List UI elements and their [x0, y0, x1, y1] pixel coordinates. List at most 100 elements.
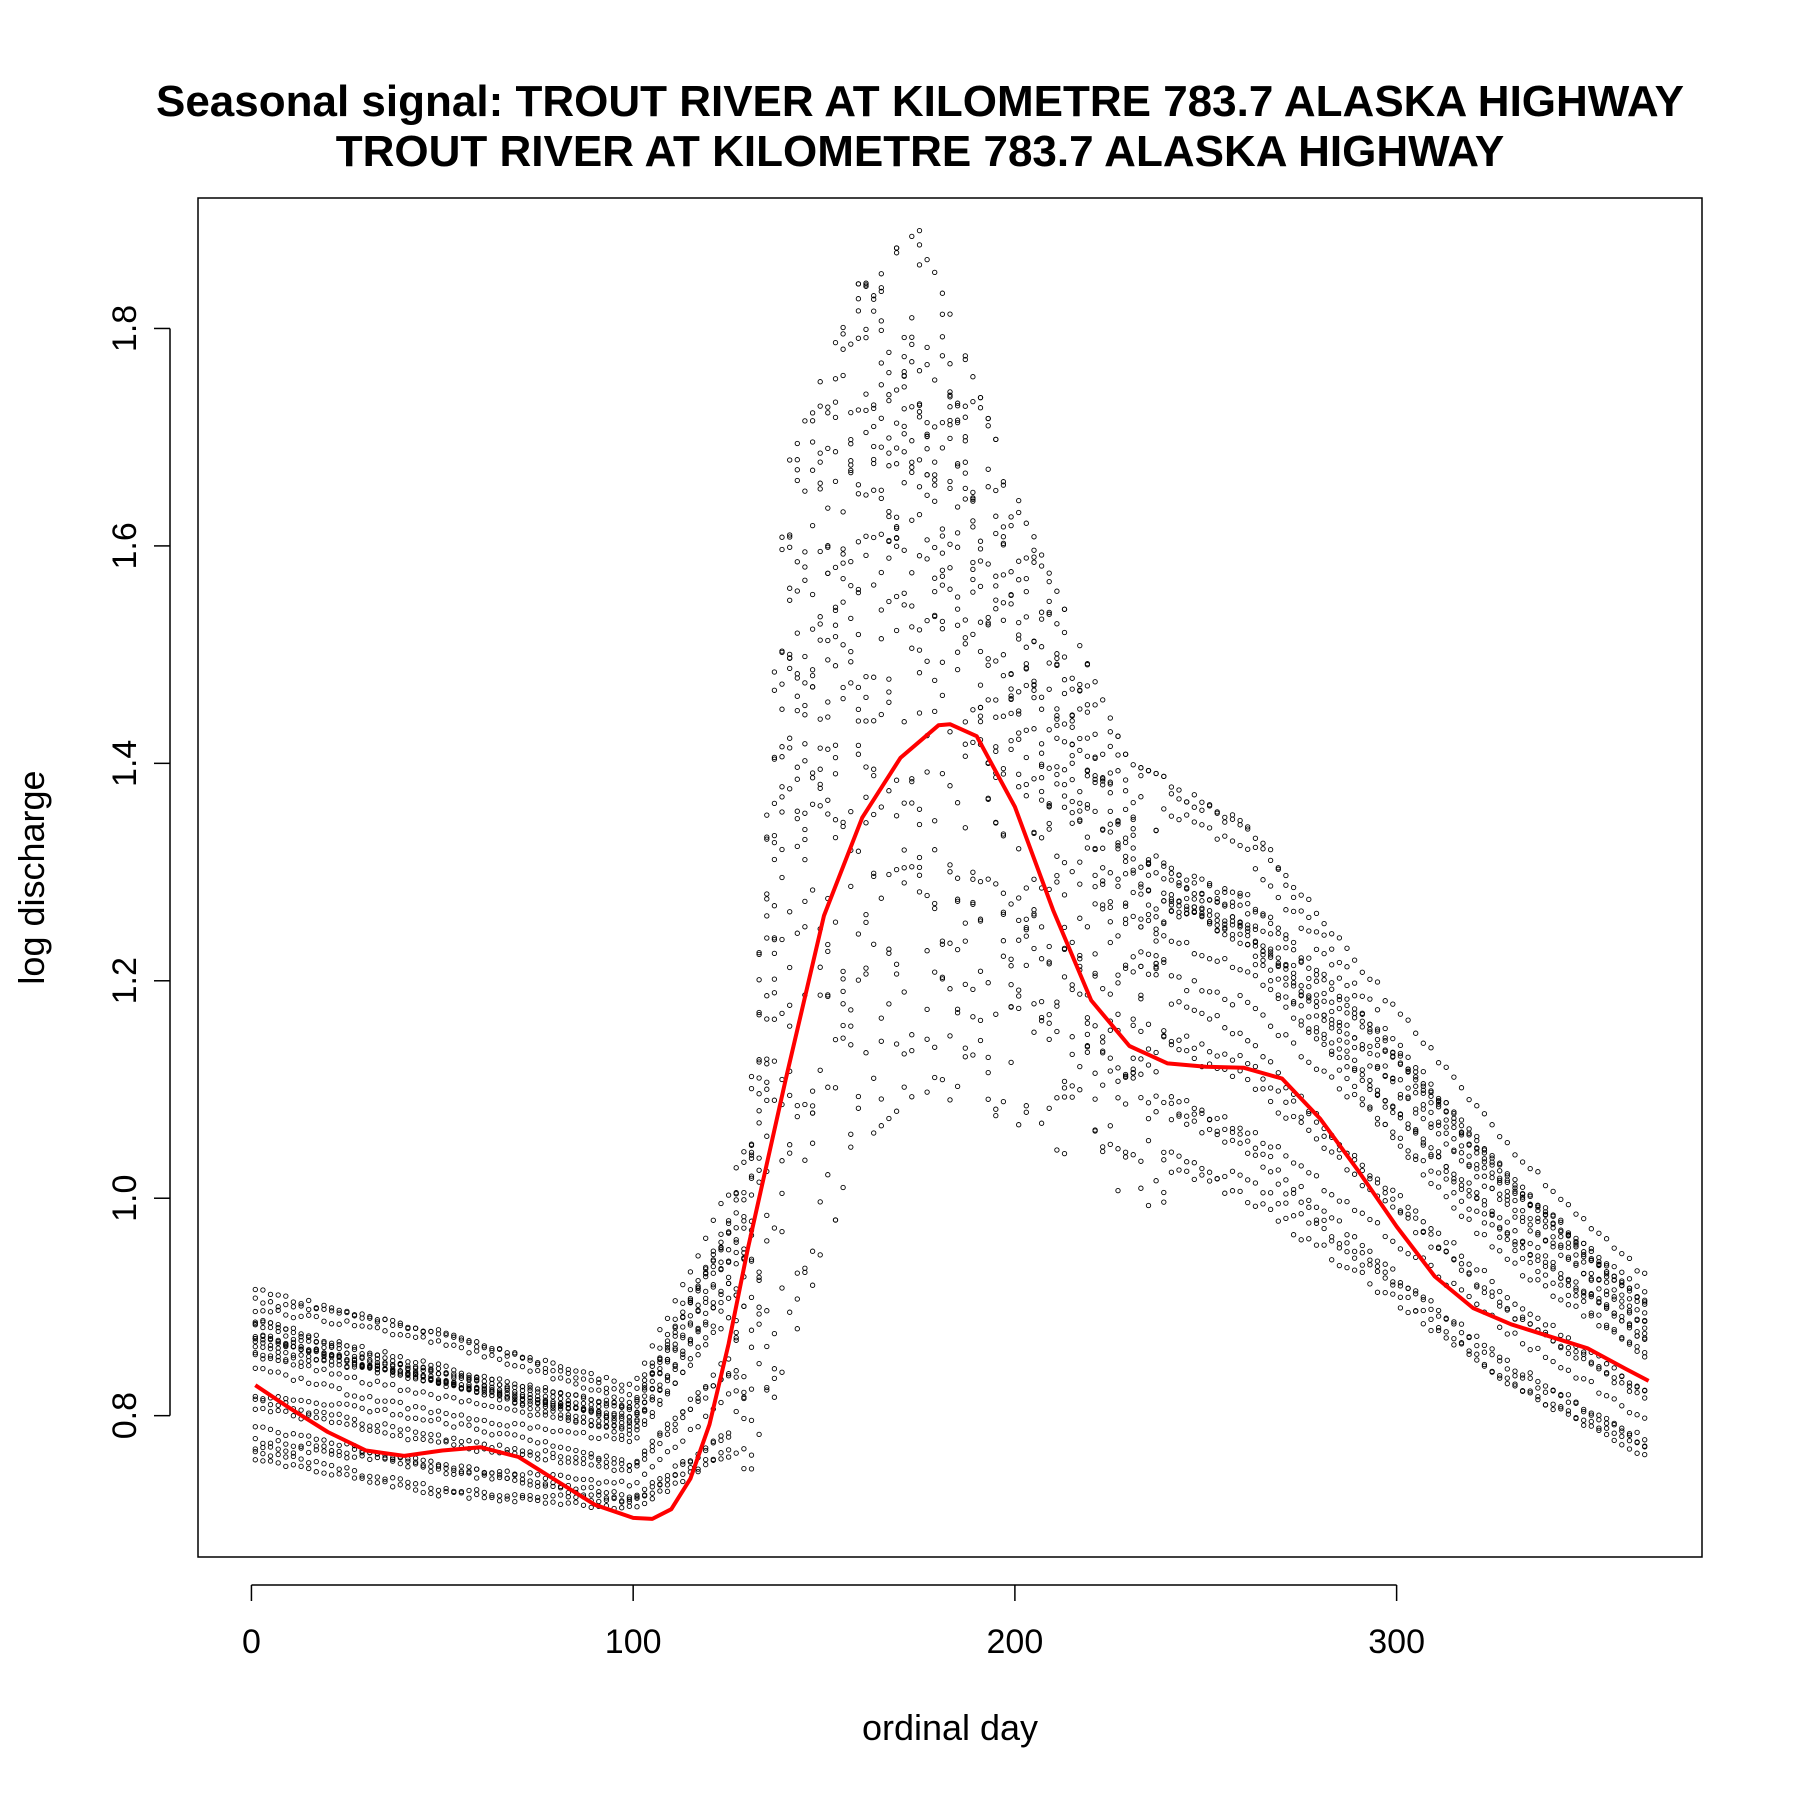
data-point — [420, 1480, 426, 1487]
data-point — [260, 1458, 266, 1464]
data-point — [1367, 1083, 1373, 1089]
data-point — [1046, 943, 1052, 950]
data-point — [1413, 1128, 1419, 1134]
data-point — [687, 1269, 694, 1275]
data-point — [550, 1367, 556, 1374]
data-point — [817, 614, 823, 620]
data-point — [710, 1251, 716, 1258]
data-point — [1100, 865, 1106, 871]
data-point — [481, 1344, 487, 1351]
data-point — [1122, 903, 1129, 909]
data-point — [1619, 1318, 1625, 1324]
data-point — [886, 871, 892, 878]
data-point — [954, 1083, 961, 1090]
data-point — [1153, 914, 1159, 920]
data-point — [1329, 986, 1335, 992]
data-point — [710, 1284, 716, 1290]
data-point — [351, 1344, 358, 1350]
data-point — [458, 1382, 465, 1388]
data-point — [649, 1464, 655, 1470]
data-point — [1581, 1355, 1587, 1362]
data-point — [1321, 990, 1327, 997]
data-point — [466, 1495, 472, 1501]
data-point — [1222, 1139, 1228, 1145]
data-point — [802, 856, 808, 863]
data-point — [817, 1252, 823, 1258]
data-point — [1458, 1130, 1465, 1136]
data-point — [1535, 1378, 1541, 1385]
data-point — [1351, 1267, 1358, 1273]
data-point — [397, 1387, 403, 1394]
data-point — [1626, 1285, 1633, 1291]
data-point — [1107, 743, 1113, 750]
data-point — [1466, 1132, 1472, 1138]
data-point — [1260, 957, 1266, 964]
data-point — [1092, 845, 1098, 852]
data-point — [474, 1487, 480, 1493]
data-point — [1504, 1231, 1510, 1237]
data-point — [962, 753, 968, 759]
data-point — [1313, 967, 1320, 974]
data-point — [657, 1370, 663, 1377]
data-point — [1481, 1159, 1488, 1165]
data-point — [374, 1365, 381, 1372]
data-point — [1245, 900, 1251, 907]
data-point — [1260, 1140, 1266, 1147]
data-point — [863, 694, 869, 701]
data-point — [1252, 961, 1259, 968]
data-point — [535, 1483, 541, 1489]
data-point — [283, 1333, 289, 1339]
data-point — [390, 1353, 396, 1360]
data-point — [1191, 1176, 1197, 1183]
data-point — [1306, 975, 1312, 982]
data-point — [687, 1336, 694, 1343]
data-point — [451, 1488, 457, 1495]
data-point — [1481, 1146, 1488, 1152]
data-point — [1313, 1025, 1320, 1031]
data-point — [1367, 1262, 1373, 1268]
data-point — [1390, 1129, 1396, 1135]
data-point — [1008, 981, 1014, 988]
data-point — [832, 622, 839, 628]
data-point — [542, 1481, 549, 1487]
data-point — [939, 618, 946, 625]
data-point — [947, 862, 953, 868]
data-point — [603, 1464, 610, 1470]
data-point — [1237, 922, 1243, 928]
data-point — [359, 1380, 365, 1386]
data-point — [374, 1324, 381, 1331]
data-point — [733, 1237, 739, 1243]
data-point — [771, 903, 778, 909]
data-point — [1100, 778, 1106, 784]
data-point — [1336, 1037, 1343, 1043]
data-point — [1069, 675, 1075, 681]
data-point — [344, 1350, 350, 1356]
data-point — [405, 1479, 411, 1486]
data-point — [260, 1340, 266, 1346]
data-point — [1351, 1067, 1358, 1073]
data-point — [741, 1189, 747, 1196]
data-point — [443, 1363, 449, 1369]
data-point — [802, 741, 808, 747]
data-point — [1000, 482, 1007, 488]
data-point — [809, 418, 816, 424]
data-point — [1581, 1293, 1587, 1299]
data-point — [1626, 1296, 1633, 1302]
data-point — [1512, 1182, 1518, 1188]
data-point — [1260, 1164, 1266, 1170]
data-point — [1222, 833, 1228, 839]
data-point — [1458, 1253, 1465, 1259]
data-point — [267, 1426, 274, 1433]
data-point — [1550, 1188, 1556, 1195]
data-point — [916, 457, 923, 463]
data-point — [451, 1379, 457, 1385]
data-point — [855, 931, 862, 937]
data-point — [1351, 993, 1358, 999]
data-point — [603, 1385, 610, 1391]
data-point — [428, 1409, 434, 1416]
data-point — [611, 1403, 617, 1409]
data-point — [328, 1351, 335, 1358]
data-point — [871, 308, 877, 314]
data-point — [1023, 1103, 1029, 1109]
data-point — [1298, 1018, 1304, 1024]
